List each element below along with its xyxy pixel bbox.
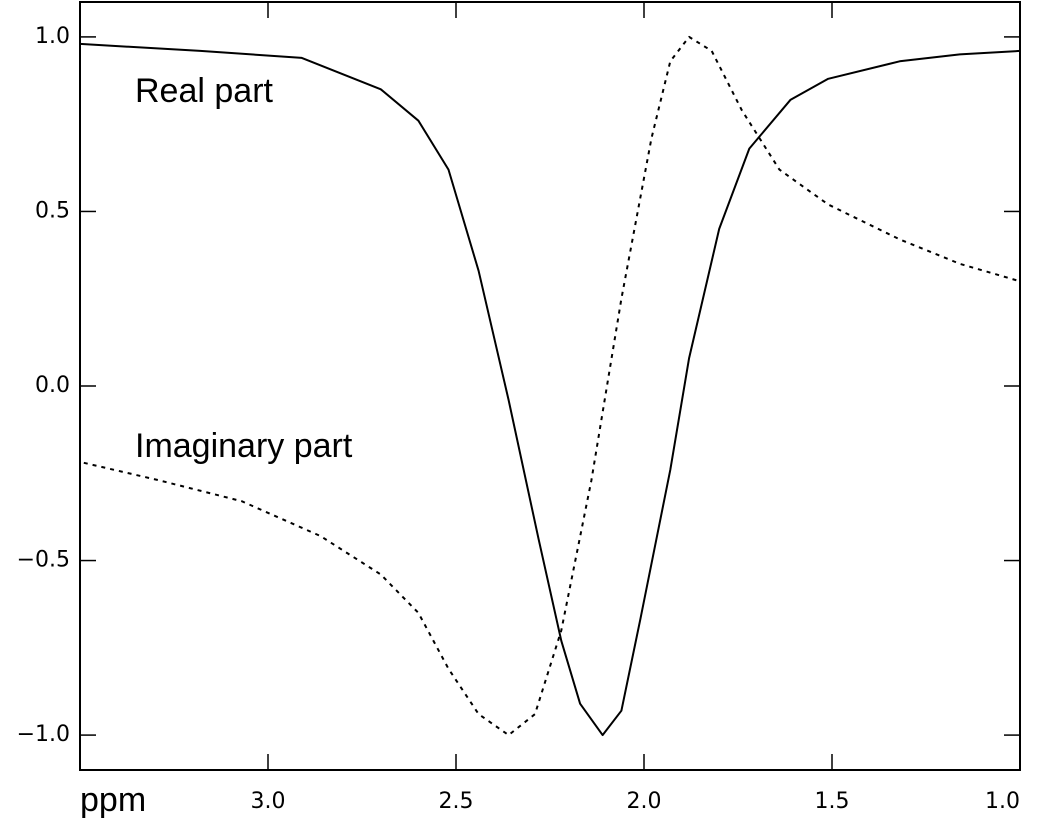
series-line <box>79 42 1021 737</box>
plot-frame <box>79 1 1021 771</box>
y-tick-label: 0.0 <box>35 373 70 398</box>
x-tick-label: 2.0 <box>627 789 662 814</box>
x-tick-label: 1.0 <box>985 789 1020 814</box>
series-line <box>83 35 1021 737</box>
x-axis-label: ppm <box>80 781 146 819</box>
x-tick-label: 1.5 <box>815 789 850 814</box>
series-annotation: Imaginary part <box>135 427 353 465</box>
y-tick-label: 0.5 <box>35 198 70 223</box>
series-annotation: Real part <box>135 72 274 110</box>
y-tick-label: −0.5 <box>17 548 70 573</box>
y-tick-label: −1.0 <box>17 722 70 747</box>
y-tick-label: 1.0 <box>35 24 70 49</box>
x-tick-label: 2.5 <box>439 789 474 814</box>
x-tick-label: 3.0 <box>251 789 286 814</box>
